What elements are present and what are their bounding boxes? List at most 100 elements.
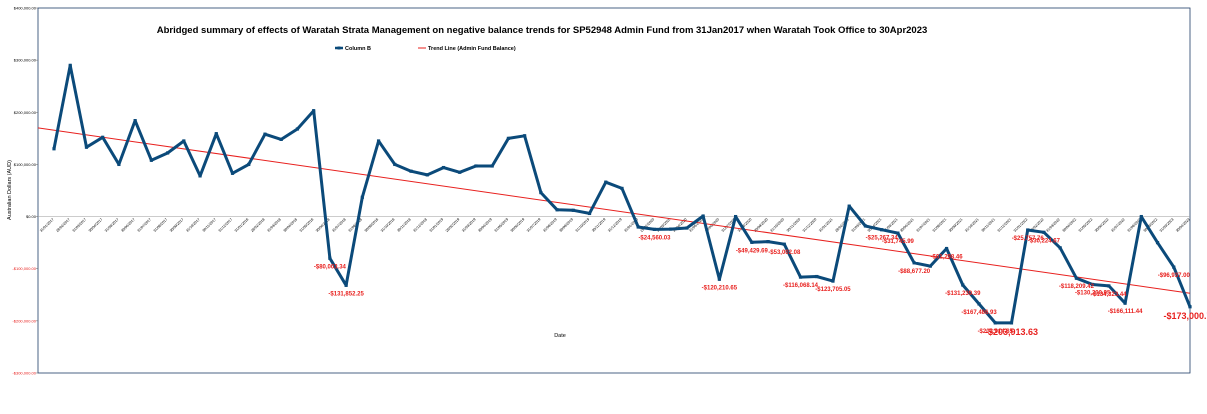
data-point — [198, 174, 201, 177]
data-point — [296, 127, 299, 130]
data-point — [1026, 228, 1029, 231]
data-label: -$96,937.00 — [1158, 273, 1191, 279]
data-label: -$167,486.93 — [961, 310, 997, 316]
data-label: -$30,224.67 — [1028, 238, 1061, 244]
data-point — [523, 134, 526, 137]
data-point — [572, 209, 575, 212]
data-point — [280, 138, 283, 141]
legend-label-trend: Trend Line (Admin Fund Balance) — [428, 46, 516, 52]
data-label: -$166,111.44 — [1108, 309, 1143, 315]
data-point — [377, 139, 380, 142]
data-point — [994, 321, 997, 324]
data-label: -$31,745.99 — [882, 239, 915, 245]
data-point — [263, 133, 266, 136]
y-tick-label: -$200,000.00 — [12, 318, 36, 323]
data-point — [831, 279, 834, 282]
data-label: -$61,298.46 — [931, 255, 964, 261]
y-tick-label: $400,000.00 — [14, 6, 37, 11]
data-point — [555, 208, 558, 211]
y-tick-label: $300,000.00 — [14, 58, 37, 63]
y-tick-label: $100,000.00 — [14, 162, 37, 167]
data-label: -$134,323.44 — [1091, 292, 1127, 298]
data-point — [1188, 305, 1191, 308]
data-point — [117, 163, 120, 166]
data-point — [69, 64, 72, 67]
data-point — [182, 139, 185, 142]
data-point — [409, 170, 412, 173]
y-tick-label: $200,000.00 — [14, 110, 37, 115]
data-point — [361, 196, 364, 199]
data-point — [85, 146, 88, 149]
data-point — [977, 302, 980, 305]
data-point — [864, 224, 867, 227]
chart-container: Abridged summary of effects of Waratah S… — [0, 0, 1207, 414]
data-point — [328, 257, 331, 260]
data-label: -$24,560.03 — [638, 235, 671, 241]
data-point — [474, 164, 477, 167]
data-point — [491, 164, 494, 167]
data-point — [345, 284, 348, 287]
data-label: -$118,209.42 — [1059, 284, 1095, 290]
data-point — [766, 240, 769, 243]
data-point — [134, 119, 137, 122]
data-point — [442, 166, 445, 169]
data-point — [815, 275, 818, 278]
data-point — [685, 226, 688, 229]
data-point — [702, 214, 705, 217]
data-point — [1075, 277, 1078, 280]
data-point — [848, 205, 851, 208]
legend-marker-series — [338, 47, 341, 50]
data-point — [880, 228, 883, 231]
data-point — [1010, 321, 1013, 324]
x-axis-label: Date — [554, 333, 566, 339]
y-tick-label: -$300,000.00 — [12, 371, 36, 376]
data-point — [669, 227, 672, 230]
data-point — [507, 137, 510, 140]
chart-title: Abridged summary of effects of Waratah S… — [157, 25, 928, 36]
data-label: -$88,677.20 — [898, 269, 931, 275]
data-point — [231, 172, 234, 175]
data-label: -$123,705.05 — [815, 287, 851, 293]
data-label: -$203,913.63 — [985, 327, 1038, 337]
data-label: -$131,852.25 — [328, 291, 364, 297]
y-axis: $400,000.00 $300,000.00 $200,000.00 $100,00… — [12, 6, 38, 376]
line-chart: Abridged summary of effects of Waratah S… — [0, 0, 1207, 414]
data-point — [539, 191, 542, 194]
data-label: -$80,003.34 — [314, 264, 347, 270]
data-point — [1042, 231, 1045, 234]
data-point — [945, 247, 948, 250]
data-point — [620, 187, 623, 190]
data-label: -$173,000.75 — [1163, 311, 1207, 321]
plot-frame — [38, 8, 1190, 373]
data-point — [52, 147, 55, 150]
data-label: -$116,068.14 — [783, 283, 819, 289]
data-point — [312, 109, 315, 112]
data-label: -$120,210.65 — [702, 285, 738, 291]
data-point — [799, 275, 802, 278]
data-point — [1172, 266, 1175, 269]
data-point — [896, 232, 899, 235]
data-point — [215, 132, 218, 135]
data-point — [247, 163, 250, 166]
data-point — [1156, 241, 1159, 244]
data-point — [458, 171, 461, 174]
data-point — [101, 136, 104, 139]
data-point — [653, 228, 656, 231]
legend-label-series: Column B — [345, 46, 371, 52]
data-label: -$49,429.69 — [736, 248, 769, 254]
data-point — [929, 265, 932, 268]
y-axis-label: Australian Dollars (AUD) — [7, 160, 13, 220]
data-point — [1123, 302, 1126, 305]
data-label: -$131,239.39 — [945, 291, 981, 297]
data-point — [426, 173, 429, 176]
data-point — [734, 215, 737, 218]
y-tick-label: -$100,000.00 — [12, 266, 36, 271]
data-point — [588, 212, 591, 215]
data-point — [913, 261, 916, 264]
data-point — [637, 225, 640, 228]
data-point — [1140, 215, 1143, 218]
data-point — [783, 243, 786, 246]
data-point — [166, 151, 169, 154]
data-point — [718, 278, 721, 281]
data-point — [1107, 284, 1110, 287]
